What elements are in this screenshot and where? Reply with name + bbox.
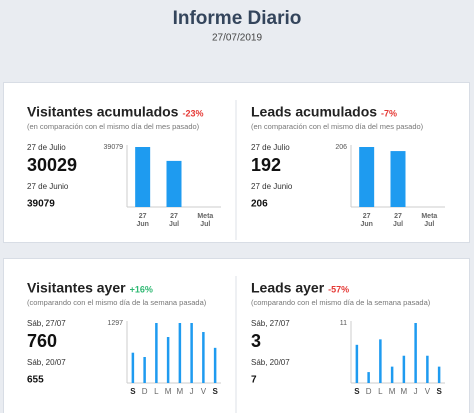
change-badge: -7% bbox=[381, 108, 397, 118]
x-tick-label: S bbox=[354, 387, 360, 396]
x-tick-label: L bbox=[378, 387, 383, 396]
card-title: Leads ayer bbox=[251, 280, 325, 296]
y-max-label: 206 bbox=[335, 144, 347, 151]
x-tick-label: Jul bbox=[200, 221, 210, 228]
x-tick-label: Jul bbox=[393, 221, 403, 228]
bar bbox=[414, 323, 417, 383]
bar bbox=[426, 355, 429, 383]
bar bbox=[359, 147, 375, 207]
x-tick-label: M bbox=[165, 387, 172, 396]
card-subtitle: (en comparación con el mismo día del mes… bbox=[27, 122, 200, 131]
x-tick-label: Jul bbox=[169, 221, 179, 228]
bar bbox=[135, 147, 151, 207]
y-max-label: 11 bbox=[340, 320, 347, 327]
x-tick-label: 27 bbox=[394, 213, 402, 220]
previous-label: 27 de Junio bbox=[27, 182, 69, 191]
x-tick-label: S bbox=[212, 387, 218, 396]
x-tick-label: S bbox=[436, 387, 442, 396]
bar bbox=[166, 337, 170, 383]
x-tick-label: Jul bbox=[424, 221, 434, 228]
bar bbox=[367, 372, 370, 383]
card-title: Visitantes acumulados bbox=[27, 104, 179, 120]
x-tick-label: Meta bbox=[421, 213, 437, 220]
x-tick-label: D bbox=[142, 387, 148, 396]
bar bbox=[390, 366, 394, 383]
bar bbox=[355, 344, 359, 383]
current-label: Sáb, 27/07 bbox=[27, 319, 66, 328]
previous-value: 206 bbox=[251, 199, 268, 210]
current-value: 30029 bbox=[27, 155, 77, 175]
x-tick-label: M bbox=[401, 387, 408, 396]
x-tick-label: J bbox=[190, 387, 194, 396]
x-tick-label: V bbox=[425, 387, 431, 396]
page-date: 27/07/2019 bbox=[212, 33, 262, 44]
bar bbox=[390, 151, 406, 207]
x-tick-label: Jun bbox=[360, 221, 372, 228]
current-value: 192 bbox=[251, 155, 281, 175]
bar bbox=[437, 366, 441, 383]
bar bbox=[190, 323, 193, 383]
bar bbox=[379, 339, 382, 383]
bar bbox=[213, 347, 217, 383]
x-tick-label: S bbox=[130, 387, 136, 396]
bar bbox=[166, 160, 182, 207]
x-tick-label: J bbox=[414, 387, 418, 396]
change-badge: -57% bbox=[328, 284, 349, 294]
x-tick-label: 27 bbox=[170, 213, 178, 220]
change-badge: +16% bbox=[130, 284, 153, 294]
previous-label: Sáb, 20/07 bbox=[251, 358, 290, 367]
card-subtitle: (comparando con el mismo día de la seman… bbox=[27, 298, 207, 307]
page-title: Informe Diario bbox=[173, 8, 302, 29]
previous-value: 39079 bbox=[27, 199, 55, 210]
bar bbox=[143, 357, 146, 383]
card-title: Visitantes ayer bbox=[27, 280, 126, 296]
current-value: 760 bbox=[27, 331, 57, 351]
card-title: Leads acumulados bbox=[251, 104, 377, 120]
previous-value: 655 bbox=[27, 375, 44, 386]
previous-value: 7 bbox=[251, 375, 257, 386]
card-subtitle: (en comparación con el mismo día del mes… bbox=[251, 122, 424, 131]
x-tick-label: V bbox=[201, 387, 207, 396]
bar bbox=[131, 352, 135, 383]
current-label: 27 de Julio bbox=[251, 143, 290, 152]
x-tick-label: 27 bbox=[139, 213, 147, 220]
current-label: 27 de Julio bbox=[27, 143, 66, 152]
bar bbox=[178, 323, 182, 383]
change-badge: -23% bbox=[182, 108, 203, 118]
current-label: Sáb, 27/07 bbox=[251, 319, 290, 328]
current-value: 3 bbox=[251, 331, 261, 351]
x-tick-label: M bbox=[389, 387, 396, 396]
bar bbox=[402, 355, 406, 383]
bar bbox=[202, 332, 205, 383]
previous-label: 27 de Junio bbox=[251, 182, 293, 191]
card-subtitle: (comparando con el mismo día de la seman… bbox=[251, 298, 431, 307]
bar bbox=[155, 323, 158, 383]
x-tick-label: L bbox=[154, 387, 159, 396]
y-max-label: 39079 bbox=[104, 144, 124, 151]
x-tick-label: Jun bbox=[136, 221, 148, 228]
x-tick-label: D bbox=[366, 387, 372, 396]
x-tick-label: 27 bbox=[363, 213, 371, 220]
previous-label: Sáb, 20/07 bbox=[27, 358, 66, 367]
x-tick-label: Meta bbox=[197, 213, 213, 220]
y-max-label: 1297 bbox=[107, 320, 123, 327]
x-tick-label: M bbox=[177, 387, 184, 396]
